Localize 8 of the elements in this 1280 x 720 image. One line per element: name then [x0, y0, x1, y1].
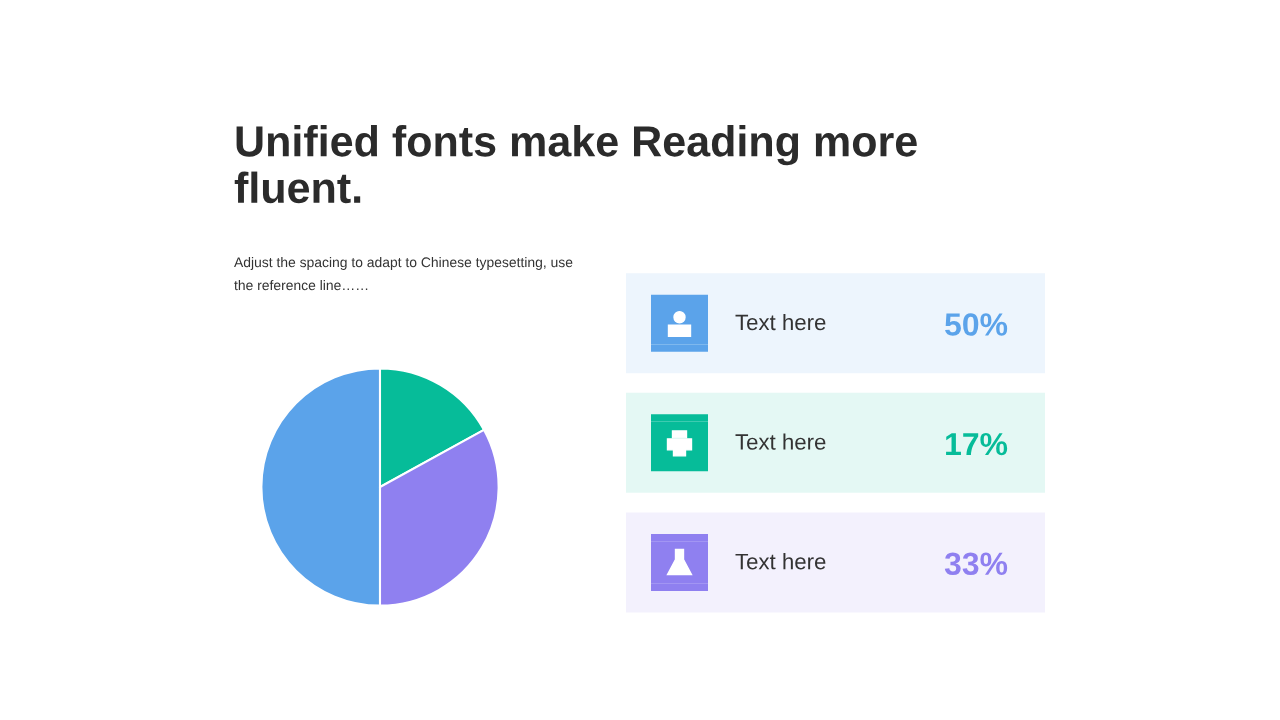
legend-label: Text here	[735, 553, 826, 570]
data-label: 50%	[945, 313, 1008, 336]
data-label: 33%	[944, 552, 1008, 576]
chart-subtitle: Adjust the spacing to adapt to Chinese typesetting, use the reference line……	[234, 257, 573, 291]
chart-title: Unified fonts make Reading more fluent.	[234, 125, 917, 204]
legend-label: Text here	[735, 433, 826, 450]
data-label: 17%	[946, 432, 1008, 456]
legend-label: Text here	[735, 313, 826, 331]
